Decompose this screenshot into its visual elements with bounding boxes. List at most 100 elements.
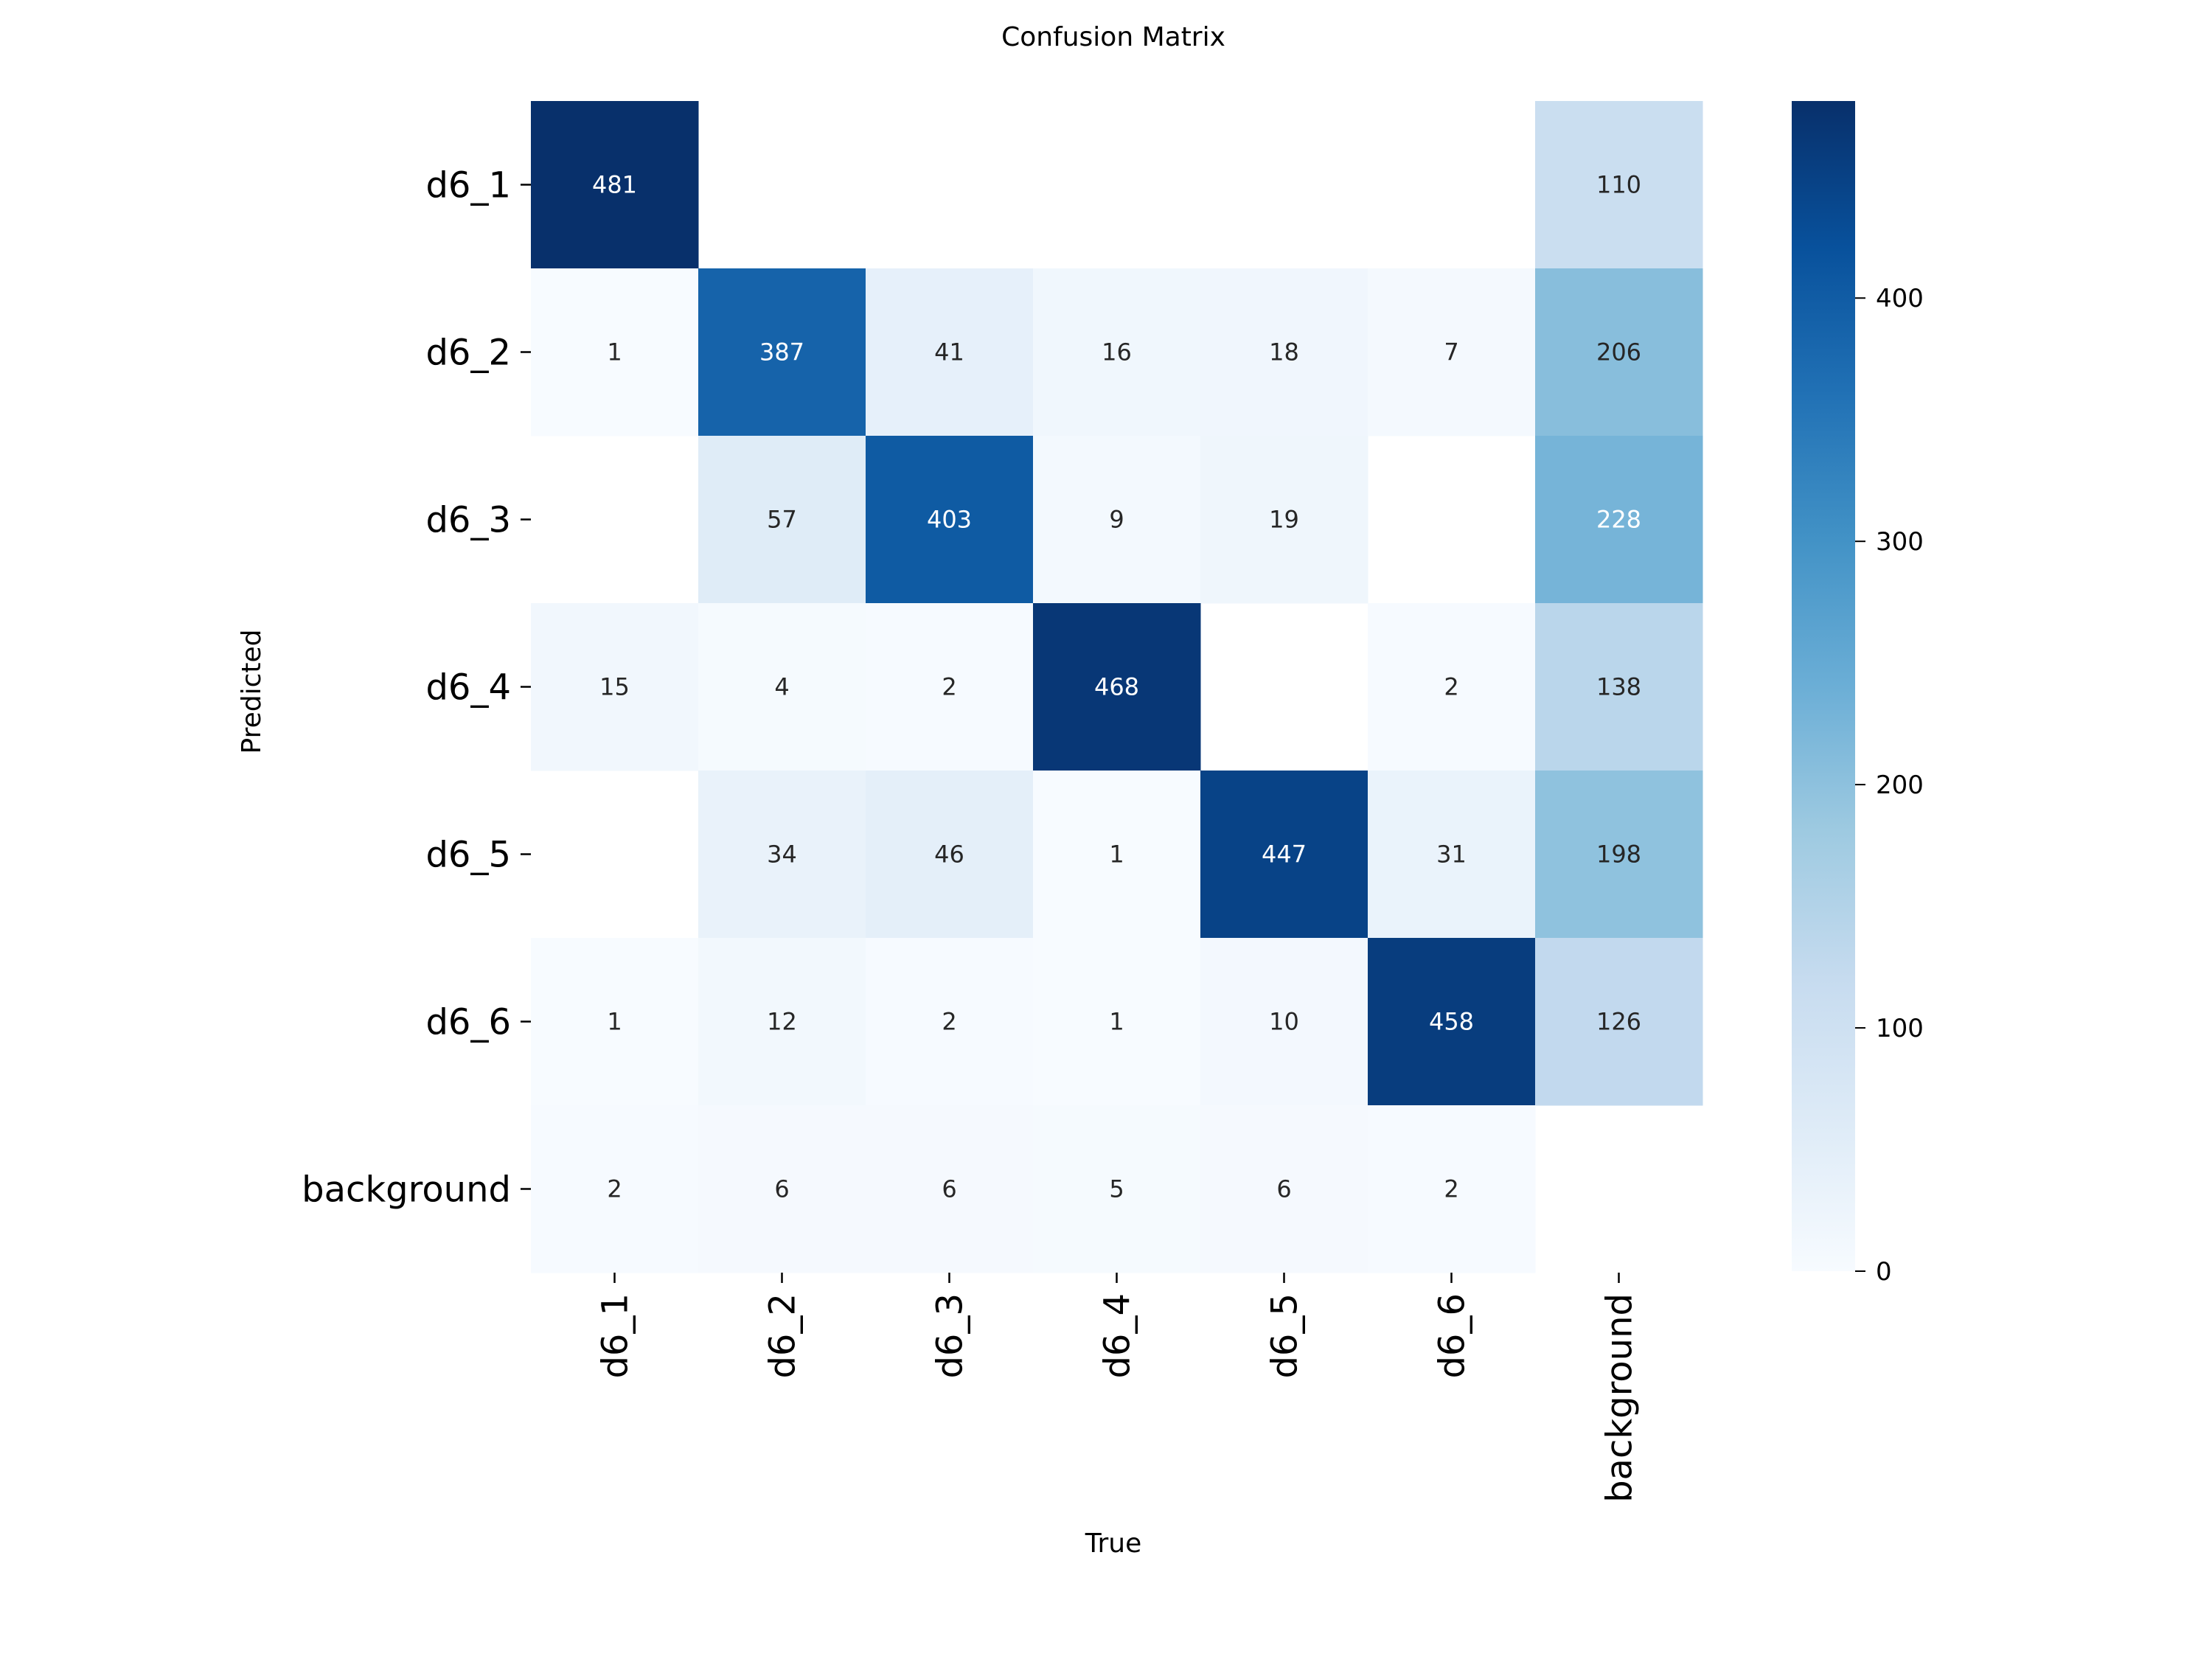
heatmap-cell-value: 228 [1596, 506, 1641, 534]
heatmap-cell-value: 6 [1276, 1175, 1291, 1203]
heatmap-cells [531, 101, 1703, 1273]
heatmap-cell-value: 2 [607, 1175, 622, 1203]
heatmap-cell-value: 2 [942, 1008, 956, 1036]
heatmap-cell-value: 403 [927, 506, 972, 534]
heatmap-cell [1368, 771, 1536, 939]
x-axis-label: True [1085, 1528, 1141, 1559]
heatmap-cell [1200, 268, 1368, 437]
y-tick-label: d6_3 [425, 500, 511, 541]
heatmap-cell [866, 436, 1034, 604]
heatmap-cell [1033, 436, 1201, 604]
heatmap-cell-value: 2 [942, 673, 956, 701]
heatmap-cell-value: 4 [774, 673, 789, 701]
heatmap-cell-value: 1 [1109, 841, 1124, 869]
x-tick-label: d6_6 [1432, 1293, 1473, 1379]
chart-title: Confusion Matrix [1001, 22, 1225, 52]
heatmap-cell-value: 34 [767, 841, 797, 869]
heatmap-cell-value: 19 [1269, 506, 1299, 534]
x-axis-ticks: d6_1 d6_2 d6_3 d6_4 d6_5 d6_6 background [595, 1273, 1641, 1503]
x-tick-label: d6_2 [762, 1293, 804, 1379]
colorbar-tick-label: 400 [1876, 284, 1924, 313]
heatmap-cell [1368, 603, 1536, 771]
heatmap-cell [1033, 268, 1201, 437]
heatmap-cell-value: 468 [1094, 673, 1139, 701]
heatmap-cell-value: 387 [759, 338, 804, 366]
y-tick-label: d6_6 [425, 1002, 511, 1043]
heatmap-cell [1200, 771, 1368, 939]
heatmap-cell-value: 15 [599, 673, 630, 701]
heatmap-cell-value: 2 [1444, 673, 1458, 701]
heatmap-cell-value: 5 [1109, 1175, 1124, 1203]
heatmap-cell [866, 603, 1034, 771]
heatmap-cell-value: 46 [934, 841, 964, 869]
y-axis-ticks: d6_1 d6_2 d6_3 d6_4 d6_5 d6_6 background [302, 165, 531, 1211]
heatmap-cell [1535, 938, 1703, 1106]
heatmap-cell-value: 206 [1596, 338, 1641, 366]
heatmap-cell [866, 1105, 1034, 1273]
heatmap-cell-value: 9 [1109, 506, 1124, 534]
colorbar-tick-label: 200 [1876, 771, 1924, 800]
heatmap-cell [698, 603, 866, 771]
heatmap-cell [698, 268, 866, 437]
heatmap-cell-value: 2 [1444, 1175, 1458, 1203]
heatmap-cell [531, 101, 699, 269]
heatmap-cell [1535, 101, 1703, 269]
x-tick-label: background [1599, 1293, 1641, 1503]
heatmap-cell [1368, 268, 1536, 437]
y-tick-label: d6_5 [425, 835, 511, 876]
heatmap-cell [866, 771, 1034, 939]
heatmap-cell [1368, 938, 1536, 1106]
heatmap-cell-value: 41 [934, 338, 964, 366]
colorbar-ticks: 0 100 200 300 400 [1855, 284, 1924, 1287]
heatmap-cell-value: 16 [1102, 338, 1132, 366]
y-tick-label: background [302, 1169, 511, 1211]
heatmap-cell [1368, 1105, 1536, 1273]
heatmap-cell-value: 12 [767, 1008, 797, 1036]
heatmap-cell [698, 938, 866, 1106]
heatmap-cell [698, 771, 866, 939]
heatmap-cell [1200, 938, 1368, 1106]
heatmap-cell-value: 138 [1596, 673, 1641, 701]
y-tick-label: d6_2 [425, 333, 511, 374]
x-tick-label: d6_3 [930, 1293, 971, 1379]
y-tick-label: d6_1 [425, 165, 511, 206]
heatmap-cell-value: 7 [1444, 338, 1458, 366]
heatmap-cell [1535, 268, 1703, 437]
colorbar-tick-label: 100 [1876, 1014, 1924, 1043]
heatmap-cell [1535, 603, 1703, 771]
heatmap-cell [1535, 771, 1703, 939]
colorbar-tick-label: 0 [1876, 1257, 1892, 1287]
heatmap-cell [866, 268, 1034, 437]
heatmap-cell-value: 1 [607, 1008, 622, 1036]
heatmap-cell [1200, 1105, 1368, 1273]
heatmap-cell-value: 18 [1269, 338, 1299, 366]
heatmap-cell-value: 458 [1429, 1008, 1474, 1036]
heatmap-cell-value: 198 [1596, 841, 1641, 869]
x-tick-label: d6_1 [595, 1293, 636, 1379]
heatmap-cell-value: 57 [767, 506, 797, 534]
heatmap-cell-value: 6 [774, 1175, 789, 1203]
heatmap-cell [698, 1105, 866, 1273]
heatmap-cell [1200, 436, 1368, 604]
heatmap-cell [531, 1105, 699, 1273]
heatmap-cell-value: 126 [1596, 1008, 1641, 1036]
heatmap-cell-value: 31 [1436, 841, 1467, 869]
x-tick-label: d6_5 [1265, 1293, 1306, 1379]
heatmap-cell [531, 268, 699, 437]
colorbar-tick-label: 300 [1876, 527, 1924, 557]
heatmap-cell-value: 110 [1596, 171, 1641, 199]
heatmap-cell [1033, 1105, 1201, 1273]
heatmap-cell [1033, 938, 1201, 1106]
y-tick-label: d6_4 [425, 667, 511, 709]
heatmap-cell [1033, 771, 1201, 939]
heatmap-cell-value: 6 [942, 1175, 956, 1203]
heatmap-cell-value: 447 [1262, 841, 1307, 869]
x-tick-label: d6_4 [1097, 1293, 1138, 1379]
heatmap-cell [531, 603, 699, 771]
heatmap-cell [1033, 603, 1201, 771]
heatmap-cell-value: 1 [607, 338, 622, 366]
y-axis-label: Predicted [237, 630, 267, 754]
heatmap-cell-value: 10 [1269, 1008, 1299, 1036]
